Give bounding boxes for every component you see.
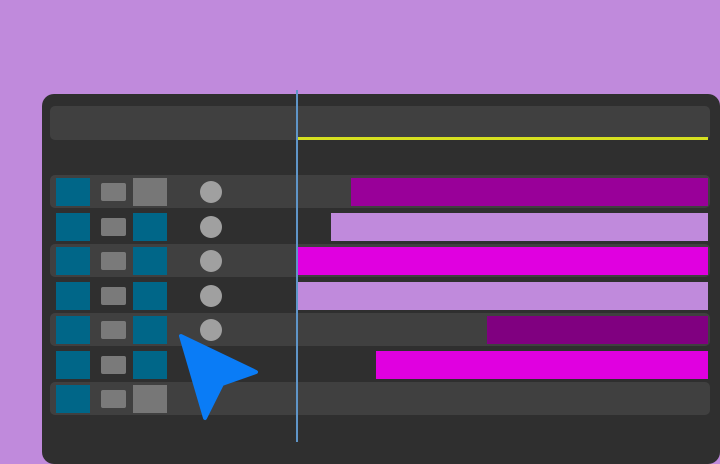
track-toggle-button[interactable] xyxy=(101,252,126,270)
track-row[interactable] xyxy=(50,313,710,346)
track-row[interactable] xyxy=(50,382,710,415)
track-record-button[interactable] xyxy=(200,319,222,341)
track-mode-button[interactable] xyxy=(133,350,167,379)
clip-bar[interactable] xyxy=(486,316,708,344)
timeline-header[interactable] xyxy=(50,106,710,140)
track-mode-button[interactable] xyxy=(133,212,167,241)
track-mode-button[interactable] xyxy=(133,385,167,413)
track-mode-button[interactable] xyxy=(133,281,167,310)
track-record-button[interactable] xyxy=(200,284,222,307)
track-color-swatch[interactable] xyxy=(56,316,90,344)
pointer-arrow-icon xyxy=(179,334,258,420)
track-mode-button[interactable] xyxy=(133,316,167,344)
track-toggle-button[interactable] xyxy=(101,321,126,339)
track-record-button[interactable] xyxy=(200,250,222,272)
track-color-swatch[interactable] xyxy=(56,247,90,275)
clip-bar[interactable] xyxy=(351,178,708,206)
clip-bar[interactable] xyxy=(298,281,708,310)
clip-bar[interactable] xyxy=(375,350,708,379)
track-row[interactable] xyxy=(50,210,710,243)
track-color-swatch[interactable] xyxy=(56,281,90,310)
track-toggle-button[interactable] xyxy=(101,286,126,305)
track-color-swatch[interactable] xyxy=(56,350,90,379)
track-toggle-button[interactable] xyxy=(101,390,126,408)
track-color-swatch[interactable] xyxy=(56,385,90,413)
playhead[interactable] xyxy=(296,90,298,442)
track-record-button[interactable] xyxy=(200,215,222,238)
clip-bar[interactable] xyxy=(298,247,708,275)
track-record-button[interactable] xyxy=(200,181,222,203)
track-toggle-button[interactable] xyxy=(101,183,126,201)
track-toggle-button[interactable] xyxy=(101,355,126,374)
marker-line xyxy=(298,137,708,140)
clip-bar[interactable] xyxy=(330,212,708,241)
track-mode-button[interactable] xyxy=(133,247,167,275)
track-color-swatch[interactable] xyxy=(56,178,90,206)
track-row[interactable] xyxy=(50,175,710,208)
track-toggle-button[interactable] xyxy=(101,217,126,236)
track-mode-button[interactable] xyxy=(133,178,167,206)
track-row[interactable] xyxy=(50,348,710,381)
track-row[interactable] xyxy=(50,279,710,312)
track-color-swatch[interactable] xyxy=(56,212,90,241)
track-row[interactable] xyxy=(50,244,710,277)
